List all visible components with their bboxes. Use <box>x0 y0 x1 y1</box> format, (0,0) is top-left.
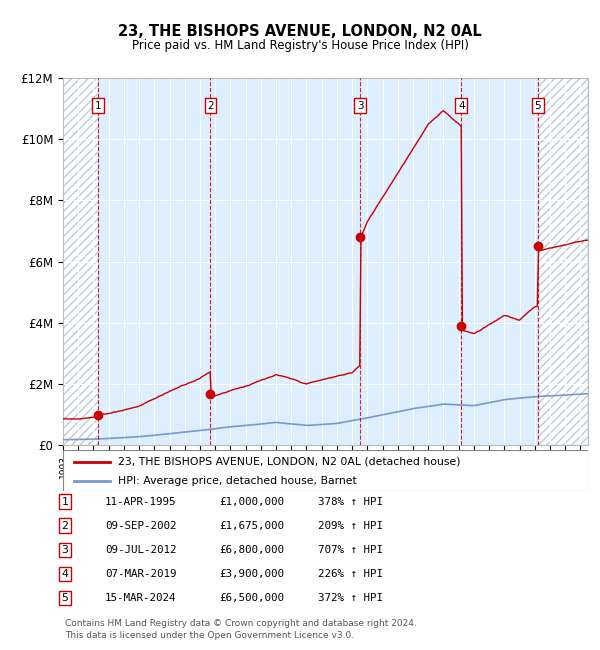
Text: £1,675,000: £1,675,000 <box>219 521 284 531</box>
Text: £6,800,000: £6,800,000 <box>219 545 284 555</box>
Text: 378% ↑ HPI: 378% ↑ HPI <box>318 497 383 507</box>
Text: 707% ↑ HPI: 707% ↑ HPI <box>318 545 383 555</box>
Text: 226% ↑ HPI: 226% ↑ HPI <box>318 569 383 579</box>
Text: Contains HM Land Registry data © Crown copyright and database right 2024.: Contains HM Land Registry data © Crown c… <box>65 619 416 629</box>
Text: 11-APR-1995: 11-APR-1995 <box>105 497 176 507</box>
Text: 23, THE BISHOPS AVENUE, LONDON, N2 0AL: 23, THE BISHOPS AVENUE, LONDON, N2 0AL <box>118 23 482 39</box>
Text: 1: 1 <box>94 101 101 111</box>
Text: 372% ↑ HPI: 372% ↑ HPI <box>318 593 383 603</box>
Text: £3,900,000: £3,900,000 <box>219 569 284 579</box>
Bar <box>538 78 588 445</box>
Text: 3: 3 <box>61 545 68 555</box>
Text: 09-JUL-2012: 09-JUL-2012 <box>105 545 176 555</box>
Text: 2: 2 <box>207 101 214 111</box>
Text: 3: 3 <box>357 101 364 111</box>
Text: 2: 2 <box>61 521 68 531</box>
Text: 4: 4 <box>458 101 465 111</box>
Text: 07-MAR-2019: 07-MAR-2019 <box>105 569 176 579</box>
Text: 5: 5 <box>61 593 68 603</box>
Text: 4: 4 <box>61 569 68 579</box>
Text: 23, THE BISHOPS AVENUE, LONDON, N2 0AL (detached house): 23, THE BISHOPS AVENUE, LONDON, N2 0AL (… <box>118 457 461 467</box>
Text: HPI: Average price, detached house, Barnet: HPI: Average price, detached house, Barn… <box>118 476 357 486</box>
Text: This data is licensed under the Open Government Licence v3.0.: This data is licensed under the Open Gov… <box>65 631 354 640</box>
Text: 209% ↑ HPI: 209% ↑ HPI <box>318 521 383 531</box>
Text: £6,500,000: £6,500,000 <box>219 593 284 603</box>
Text: 15-MAR-2024: 15-MAR-2024 <box>105 593 176 603</box>
Text: 1: 1 <box>61 497 68 507</box>
FancyBboxPatch shape <box>63 450 588 491</box>
Text: 09-SEP-2002: 09-SEP-2002 <box>105 521 176 531</box>
Text: 5: 5 <box>535 101 541 111</box>
Bar <box>63 78 98 445</box>
Text: Price paid vs. HM Land Registry's House Price Index (HPI): Price paid vs. HM Land Registry's House … <box>131 39 469 52</box>
Text: £1,000,000: £1,000,000 <box>219 497 284 507</box>
